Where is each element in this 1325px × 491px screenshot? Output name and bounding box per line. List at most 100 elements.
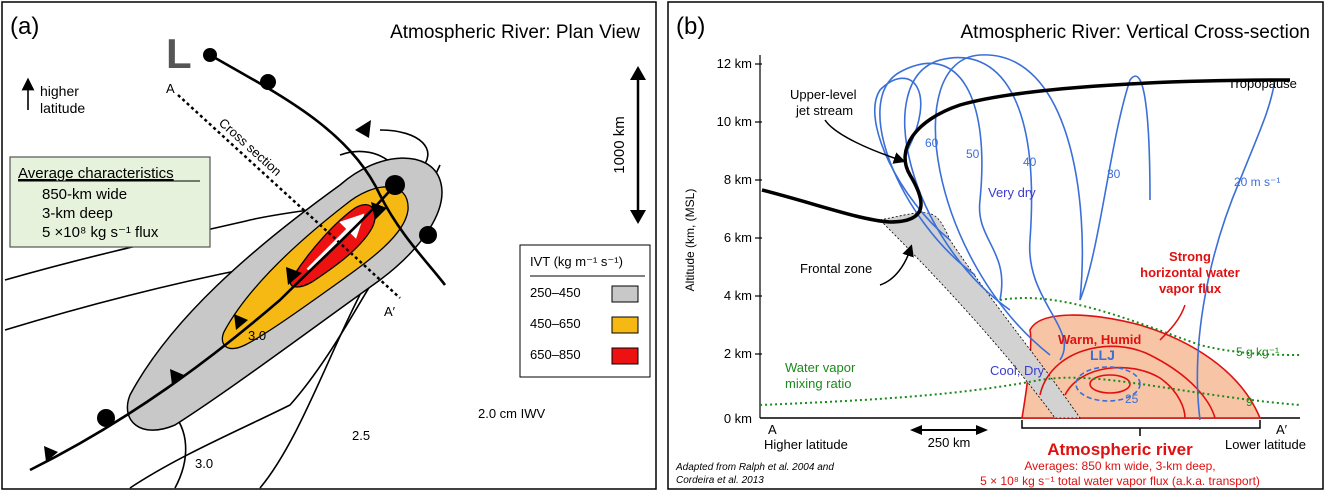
characteristics-heading: Average characteristics: [18, 165, 174, 182]
warm-front-semicircle: [419, 226, 437, 244]
flux-contour-outer: [1039, 345, 1216, 419]
mixing-5-label: 5 g kg⁻¹: [1236, 345, 1279, 359]
cold-front-triangle: [286, 267, 302, 285]
flux-label-3: vapor flux: [1159, 281, 1222, 296]
scale-arrow-up-icon: [630, 66, 646, 80]
cold-front-triangle: [170, 369, 184, 385]
llj-label: LLJ: [1090, 347, 1115, 363]
flux-label-1: Strong: [1169, 249, 1211, 264]
warm-front-semicircle: [97, 409, 115, 427]
contour-label-3-0-lower: 3.0: [195, 456, 213, 471]
frontal-zone-region: [879, 212, 1081, 419]
ivt-arrow: [306, 213, 365, 272]
wv-label-2: mixing ratio: [785, 376, 851, 391]
y-tick: 10 km: [717, 114, 752, 129]
cold-front-triangle: [234, 314, 248, 330]
warm-front-symbols: [97, 48, 437, 427]
legend-label: 650–850: [530, 347, 581, 362]
scale-250-label: 250 km: [928, 435, 971, 450]
lower-latitude-label: Lower latitude: [1225, 437, 1306, 452]
y-tick: 2 km: [724, 346, 752, 361]
flux-contour-middle: [1064, 366, 1186, 419]
ar-line-1: Averages: 850 km wide, 3-km deep,: [1024, 459, 1215, 473]
legend-swatch-red: [611, 347, 639, 365]
contour-label-2-0: 2.0 cm IWV: [478, 406, 546, 421]
flux-contour-inner: [1089, 374, 1131, 394]
characteristics-box: [9, 156, 211, 248]
left-a-label: A: [768, 422, 777, 437]
scale-label: 1000 km: [611, 116, 628, 174]
y-tick: 6 km: [724, 230, 752, 245]
contour-label-3-0: 3.0: [248, 328, 266, 343]
characteristic-depth: 3-km deep: [42, 205, 113, 222]
jet-label-1: Upper-level: [790, 87, 857, 102]
point-a-prime: A′: [384, 304, 396, 319]
north-label-1: higher: [40, 83, 79, 99]
mixing-5: [999, 297, 1301, 356]
panel-b: (b) Atmospheric River: Vertical Cross-se…: [667, 1, 1324, 490]
ar-line-2: 5 × 10⁸ kg s⁻¹ total water vapor flux (a…: [980, 474, 1260, 488]
contour-label-2-5: 2.5: [352, 428, 370, 443]
mixing-ratio-lines: [759, 297, 1301, 406]
ivt-legend: IVT (kg m⁻¹ s⁻¹) 250–450 450–650 650–850: [519, 244, 651, 378]
warm-humid-label: Warm, Humid: [1058, 332, 1141, 347]
mixing-9-label: 9: [1246, 395, 1253, 409]
frontal-zone-label: Frontal zone: [800, 261, 872, 276]
panel-a: (a) Atmospheric River: Plan View: [1, 1, 657, 490]
contour-2-5: [129, 269, 381, 489]
cool-dry-label: Cool, Dry: [990, 363, 1045, 378]
y-axis-label: Altitude (km, (MSL): [683, 189, 697, 292]
speed-60: 60: [925, 136, 939, 150]
cold-front-symbols: [44, 120, 387, 462]
y-tick: 8 km: [724, 172, 752, 187]
warm-front-semicircle: [260, 74, 276, 90]
speed-40: 40: [1023, 155, 1037, 169]
legend-title: IVT (kg m⁻¹ s⁻¹): [530, 254, 623, 269]
cold-front-triangle: [371, 202, 387, 220]
speed-30: 30: [1107, 167, 1121, 181]
ar-bracket: [1021, 420, 1261, 429]
panel-b-title: Atmospheric River: Vertical Cross-sectio…: [961, 22, 1311, 43]
y-tick: 0 km: [724, 411, 752, 426]
wv-label-1: Water vapor: [785, 360, 856, 375]
higher-latitude-label: Higher latitude: [764, 437, 848, 452]
jet-arrow-icon: [824, 119, 906, 164]
y-tick: 12 km: [717, 56, 752, 71]
cold-front-triangle: [44, 446, 58, 462]
isotach-30: [934, 54, 1084, 356]
scale-arrow-down-icon: [630, 210, 646, 224]
panel-b-label: (b): [676, 13, 705, 40]
scale-left-arrow-icon: [910, 425, 922, 435]
cold-front: [29, 184, 396, 472]
characteristic-flux: 5 ×10⁸ kg s⁻¹ flux: [42, 224, 159, 241]
red-flux-contours: [1039, 345, 1216, 419]
characteristic-width: 850-km wide: [42, 186, 127, 203]
panel-a-label: (a): [10, 13, 39, 40]
speed-20: 20 m s⁻¹: [1234, 175, 1280, 189]
point-a: A: [166, 81, 175, 96]
credit-2: Cordeira et al. 2013: [676, 475, 764, 486]
y-tick-marks: [755, 63, 762, 355]
isotach-30-b: [1079, 75, 1151, 301]
north-label-2: latitude: [40, 100, 85, 116]
y-ticks: 12 km 10 km 8 km 6 km 4 km 2 km 0 km: [717, 56, 752, 426]
isotach-inner: [874, 77, 951, 241]
jet-label-2: jet stream: [795, 103, 853, 118]
mixing-9: [759, 376, 1301, 406]
tropopause-label: Tropopause: [1228, 76, 1297, 91]
speed-25: 25: [1125, 392, 1139, 406]
speed-50: 50: [966, 147, 980, 161]
right-a-label: A′: [1276, 422, 1288, 437]
cross-section-line: [177, 94, 401, 299]
llj-dashed: [1075, 366, 1141, 402]
legend-label: 450–650: [530, 316, 581, 331]
ar-title: Atmospheric river: [1047, 440, 1193, 459]
warm-front-semicircle: [385, 175, 405, 195]
y-tick: 4 km: [724, 288, 752, 303]
very-dry-label: Very dry: [988, 185, 1036, 200]
scale-right-arrow-icon: [976, 425, 988, 435]
flux-label-2: horizontal water: [1140, 265, 1240, 280]
credit-1: Adapted from Ralph et al. 2004 and: [675, 462, 834, 473]
low-pressure-symbol: L: [166, 30, 192, 77]
